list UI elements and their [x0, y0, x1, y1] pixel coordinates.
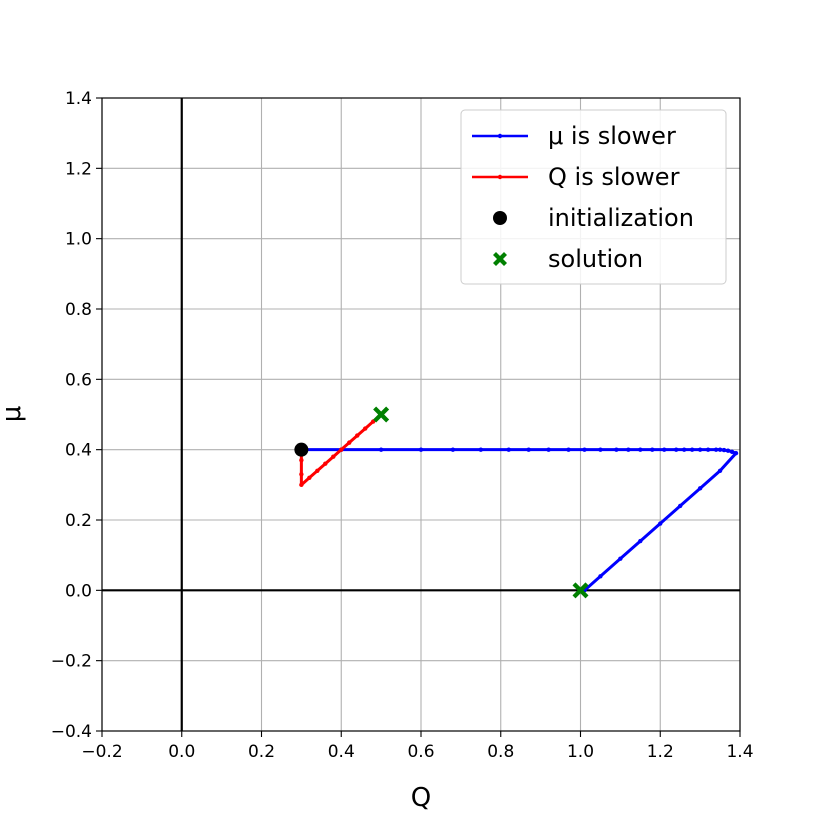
x-tick-label: 1.2: [647, 742, 674, 762]
x-tick-label: 1.4: [726, 742, 753, 762]
series-point-0: [717, 468, 723, 473]
ticks: [96, 97, 741, 737]
legend-marker-solution: [493, 252, 507, 266]
series-point-1: [315, 468, 320, 473]
x-tick-label: 0.8: [487, 742, 514, 762]
legend-marker-q-slower: [497, 174, 503, 180]
series-point-1: [347, 440, 352, 445]
y-tick-label: 0.2: [65, 511, 92, 531]
x-tick-label: 0.6: [407, 742, 434, 762]
x-tick-label: 0.4: [328, 742, 355, 762]
solution-marker: [373, 406, 390, 423]
series-point-0: [729, 449, 735, 454]
series-point-0: [450, 447, 456, 452]
series-point-0: [658, 521, 663, 526]
series-point-1: [299, 458, 304, 463]
series-point-1: [355, 433, 360, 438]
legend-label-q-slower: Q is slower: [548, 163, 680, 191]
y-tick-label: 0.4: [65, 441, 92, 461]
series-point-1: [331, 454, 336, 459]
series-point-0: [638, 447, 643, 452]
series-point-1: [362, 426, 368, 431]
y-axis-label: μ: [0, 406, 27, 423]
series-point-0: [638, 538, 643, 544]
series-point-0: [733, 450, 739, 456]
series-point-0: [713, 447, 719, 452]
y-tick-label: 0.0: [65, 581, 92, 601]
y-tick-label: 1.4: [65, 89, 92, 109]
series-point-0: [697, 447, 703, 452]
series-point-0: [662, 447, 667, 452]
series-point-0: [506, 447, 511, 452]
series-point-0: [598, 574, 603, 579]
series-point-0: [689, 447, 695, 452]
series-point-0: [717, 447, 723, 452]
initialization-marker: [294, 442, 309, 457]
x-tick-label: 1.0: [567, 742, 594, 762]
series-point-0: [721, 447, 727, 453]
y-tick-label: −0.2: [51, 652, 92, 672]
series-point-0: [526, 447, 531, 452]
series-point-0: [418, 447, 424, 452]
legend-marker-initialization: [493, 211, 507, 225]
series-point-1: [307, 475, 312, 480]
series-point-1: [339, 447, 344, 452]
series-point-0: [681, 447, 687, 452]
y-tick-label: 1.0: [65, 230, 92, 250]
series-point-0: [626, 447, 631, 452]
series-point-0: [546, 447, 551, 452]
series-line-0: [301, 448, 738, 592]
legend-label-initialization: initialization: [548, 204, 694, 232]
series-point-1: [299, 482, 304, 488]
series-point-0: [598, 447, 603, 452]
legend-box: [460, 109, 727, 285]
y-tick-label: −0.4: [51, 722, 92, 742]
solution-marker-shape: [373, 406, 390, 423]
series-point-1: [299, 472, 304, 477]
series-point-0: [677, 503, 683, 509]
y-tick-label: 1.2: [65, 159, 92, 179]
series-point-1: [323, 461, 328, 466]
markers-layer: [294, 406, 589, 599]
series-point-0: [614, 447, 619, 452]
solution-marker-shape: [572, 582, 589, 599]
legend-label-mu-slower: μ is slower: [548, 122, 676, 150]
legend-label-solution: solution: [548, 245, 643, 273]
x-tick-label: 0.0: [168, 742, 195, 762]
y-tick-label: 0.8: [65, 300, 92, 320]
x-axis-label: Q: [411, 783, 431, 813]
tick-labels: −0.2 0.0 0.2 0.4 0.6 0.8 1.0 1.2 1.4−0.4−0.20.00…: [51, 89, 754, 762]
legend-marker-mu-slower: [497, 133, 503, 139]
legend: μ is slower Q is slower initialization s…: [460, 109, 727, 285]
x-tick-label: −0.2: [81, 742, 122, 762]
series-point-0: [582, 447, 587, 452]
series-point-0: [674, 447, 679, 452]
series-point-0: [378, 447, 384, 452]
series-point-0: [650, 447, 655, 452]
zero-lines: [102, 98, 740, 731]
solution-marker: [572, 582, 589, 599]
series-layer: [299, 412, 739, 593]
x-tick-label: 0.2: [248, 742, 275, 762]
series-point-0: [618, 556, 623, 561]
y-tick-label: 0.6: [65, 370, 92, 390]
series-point-0: [725, 448, 731, 453]
series-point-0: [705, 447, 711, 452]
series-point-0: [566, 447, 571, 452]
series-point-0: [697, 486, 703, 491]
series-point-0: [478, 447, 484, 452]
